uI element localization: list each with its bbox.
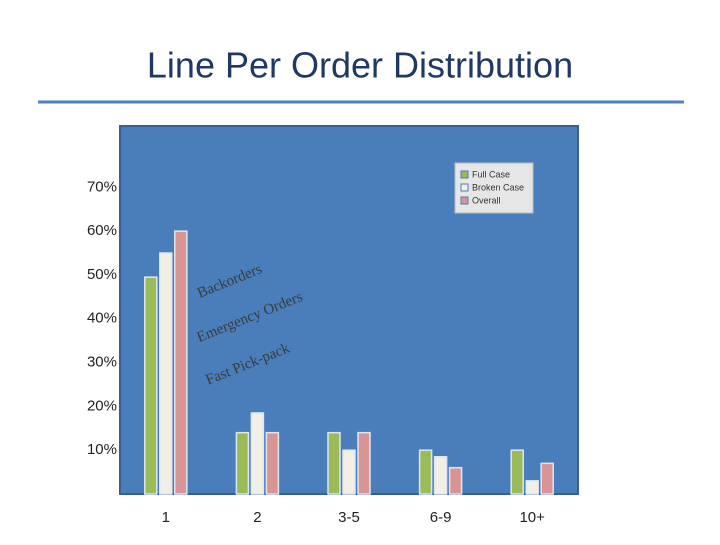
bar	[525, 480, 539, 495]
y-tick-label: 20%	[87, 397, 117, 414]
y-tick-label: 30%	[87, 354, 117, 371]
x-tick-label: 1	[162, 509, 170, 526]
x-tick-label: 3-5	[338, 509, 360, 526]
bar	[235, 431, 250, 495]
y-tick-label: 40%	[87, 310, 117, 327]
bar	[433, 456, 448, 495]
y-tick-label: 60%	[87, 222, 117, 239]
bar	[357, 431, 371, 495]
bar	[448, 466, 463, 495]
legend-label: Broken Case	[472, 182, 524, 192]
bar	[540, 462, 554, 495]
bar	[144, 276, 158, 495]
legend-swatch	[460, 170, 469, 179]
bar	[159, 252, 173, 495]
bar	[342, 449, 356, 495]
y-tick-label: 70%	[87, 178, 117, 195]
bar	[250, 412, 265, 495]
legend-label: Overall	[472, 195, 501, 205]
x-tick-label: 2	[253, 509, 261, 526]
chart-title: Line Per Order Distribution	[147, 45, 573, 86]
bar	[510, 449, 524, 495]
x-tick-label: 10+	[519, 509, 545, 526]
y-tick-label: 10%	[87, 441, 117, 458]
x-tick-label: 6-9	[430, 509, 452, 526]
legend-label: Full Case	[472, 169, 510, 179]
bar	[418, 449, 433, 495]
legend-swatch	[460, 196, 469, 205]
y-tick-label: 50%	[87, 266, 117, 283]
bar	[265, 431, 280, 495]
bar	[174, 230, 188, 495]
legend-swatch	[460, 183, 469, 192]
bar	[327, 431, 341, 495]
